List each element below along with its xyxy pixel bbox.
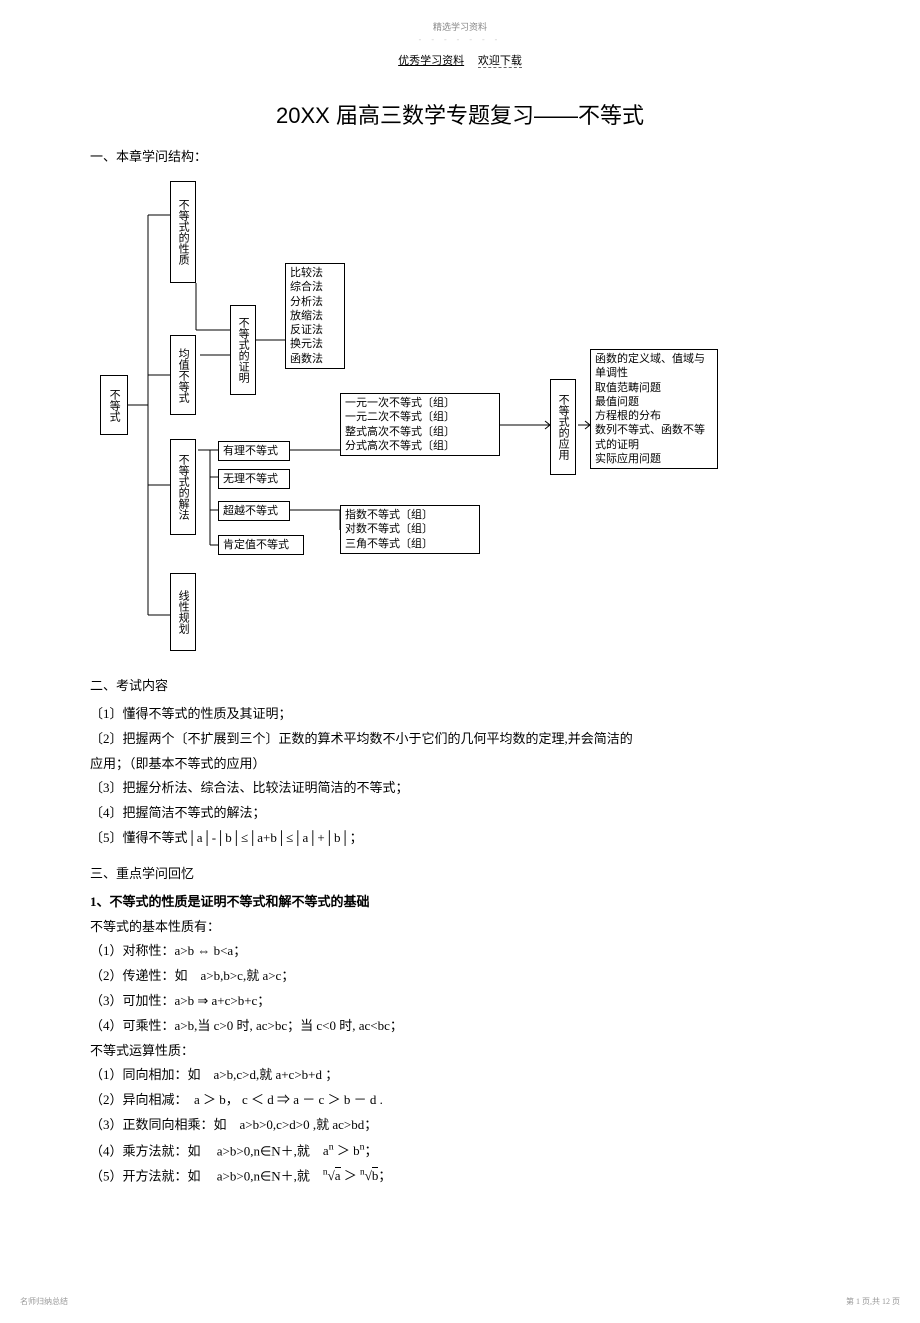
sub-header-left: 优秀学习资料: [398, 55, 464, 67]
node-property: 不等式的性质: [170, 181, 196, 283]
knowledge-points: 1、不等式的性质是证明不等式和解不等式的基础 不等式的基本性质有： （1）对称性…: [90, 892, 830, 1187]
kp-q3: （3）正数同向相乘：如 a>b>0,c>d>0 ,就 ac>bd；: [90, 1115, 830, 1136]
section-3-title: 三、重点学问回忆: [90, 863, 830, 882]
exam-5: 〔5〕懂得不等式│a│-│b│≤│a+b│≤│a│+│b│；: [90, 828, 830, 849]
sub-header-right: 欢迎下载: [478, 55, 522, 68]
node-irrational: 无理不等式: [218, 469, 290, 489]
knowledge-structure-diagram: 不等式 不等式的性质 均值不等式 不等式的证明 比较法 综合法 分析法 放缩法 …: [100, 175, 820, 655]
kp-sub: 不等式的基本性质有：: [90, 917, 830, 938]
node-mean: 均值不等式: [170, 335, 196, 415]
section-1-title: 一、本章学问结构：: [90, 146, 830, 165]
exam-2a: 〔2〕把握两个〔不扩展到三个〕正数的算术平均数不小于它们的几何平均数的定理,并会…: [90, 729, 830, 750]
page-title: 20XX 届高三数学专题复习——不等式: [90, 98, 830, 130]
node-linear-sys: 一元一次不等式〔组〕 一元二次不等式〔组〕 整式高次不等式〔组〕 分式高次不等式…: [340, 393, 500, 456]
exam-2b: 应用；（即基本不等式的应用）: [90, 754, 830, 775]
watermark-top: 精选学习资料: [90, 20, 830, 33]
kp-q4b: a>b>0,n∈N＋,就: [217, 1143, 310, 1158]
exam-1: 〔1〕懂得不等式的性质及其证明；: [90, 704, 830, 725]
exam-content: 〔1〕懂得不等式的性质及其证明； 〔2〕把握两个〔不扩展到三个〕正数的算术平均数…: [90, 704, 830, 849]
node-exp-sys: 指数不等式〔组〕 对数不等式〔组〕 三角不等式〔组〕: [340, 505, 480, 554]
node-solve: 不等式的解法: [170, 439, 196, 535]
node-root: 不等式: [100, 375, 128, 435]
kp-sub2: 不等式运算性质：: [90, 1041, 830, 1062]
footer-right: 第 1 页,共 12 页: [846, 1296, 900, 1307]
exam-3: 〔3〕把握分析法、综合法、比较法证明简洁的不等式；: [90, 778, 830, 799]
sub-header: 优秀学习资料 欢迎下载: [90, 52, 830, 68]
kp-p2: （2）传递性：如 a>b,b>c,就 a>c；: [90, 966, 830, 987]
kp-q4-formula: an ＞ bn；: [323, 1143, 378, 1158]
node-proof-methods: 比较法 综合法 分析法 放缩法 反证法 换元法 函数法: [285, 263, 345, 369]
node-rational: 有理不等式: [218, 441, 290, 461]
footer-left: 名师归纳总结: [20, 1296, 68, 1307]
kp-q5: （5）开方法就：如 a>b>0,n∈N＋,就 n√a ＞ n√b；: [90, 1166, 830, 1187]
node-trans: 超越不等式: [218, 501, 290, 521]
node-lp: 线性规划: [170, 573, 196, 651]
kp-p3: （3）可加性：a>b ⇒ a+c>b+c；: [90, 991, 830, 1012]
kp-q5-formula: n√a ＞ n√b；: [323, 1168, 391, 1183]
node-use: 不等式的应用: [550, 379, 576, 475]
kp-q5a: （5）开方法就：如: [90, 1168, 201, 1183]
kp-q5b: a>b>0,n∈N＋,就: [217, 1168, 310, 1183]
kp-p1: （1）对称性：a>b ⇔ b<a；: [90, 941, 830, 962]
exam-4: 〔4〕把握简洁不等式的解法；: [90, 803, 830, 824]
kp-q1: （1）同向相加：如 a>b,c>d,就 a+c>b+d ；: [90, 1065, 830, 1086]
node-use-list: 函数的定义域、值域与单调性 取值范畴问题 最值问题 方程根的分布 数列不等式、函…: [590, 349, 718, 469]
section-2-title: 二、考试内容: [90, 675, 830, 694]
kp-q2: （2）异向相减： a ＞ b， c ＜ d ⇒ a － c ＞ b － d .: [90, 1090, 830, 1111]
node-proof: 不等式的证明: [230, 305, 256, 395]
kp-head: 1、不等式的性质是证明不等式和解不等式的基础: [90, 892, 830, 913]
kp-p4: （4）可乘性：a>b,当 c>0 时, ac>bc；当 c<0 时, ac<bc…: [90, 1016, 830, 1037]
kp-q4a: （4）乘方法就：如: [90, 1143, 201, 1158]
node-abs: 肯定值不等式: [218, 535, 304, 555]
dot-rule: - - - - - - -: [90, 35, 830, 44]
kp-q4: （4）乘方法就：如 a>b>0,n∈N＋,就 an ＞ bn；: [90, 1140, 830, 1162]
